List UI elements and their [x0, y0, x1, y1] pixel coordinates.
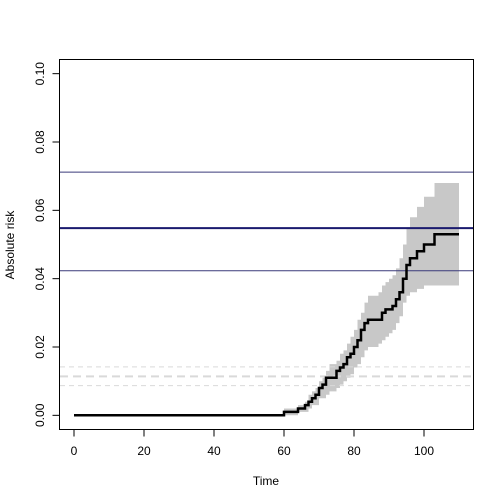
- x-tick-label-60: 60: [277, 444, 291, 458]
- risk-step-line: [74, 233, 459, 417]
- confidence-band-layer: [284, 183, 459, 416]
- y-tick-label-0: 0.00: [33, 403, 47, 427]
- y-tick-label-3: 0.06: [33, 198, 47, 222]
- series-layer: [74, 233, 459, 417]
- reference-lines-layer: [60, 171, 473, 387]
- y-tick-label-2: 0.04: [33, 267, 47, 291]
- x-tick-label-20: 20: [137, 444, 151, 458]
- x-tick-label-100: 100: [414, 444, 434, 458]
- x-tick-label-0: 0: [71, 444, 78, 458]
- y-axis: 0.00 0.02 0.04 0.06 0.08 0.10: [33, 62, 60, 427]
- y-tick-label-5: 0.10: [33, 62, 47, 86]
- x-axis: 0 20 40 60 80 100: [71, 429, 434, 458]
- x-tick-label-40: 40: [207, 444, 221, 458]
- y-tick-label-1: 0.02: [33, 335, 47, 359]
- x-tick-label-80: 80: [347, 444, 361, 458]
- confidence-band: [284, 183, 459, 416]
- y-axis-label: Absolute risk: [3, 210, 17, 280]
- x-axis-label: Time: [253, 474, 280, 488]
- y-tick-label-4: 0.08: [33, 130, 47, 154]
